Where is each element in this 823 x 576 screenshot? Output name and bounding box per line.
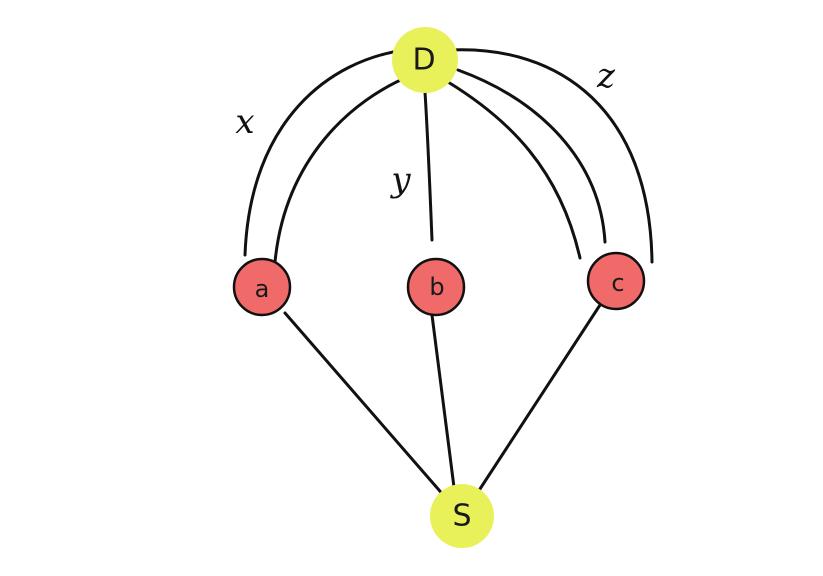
edge-label-x: x [235,102,254,142]
node-a: a [232,257,292,317]
edge-d-c-2 [456,68,607,244]
node-s-circle [430,484,494,548]
node-d-circle [392,27,458,93]
node-d-label: D [412,43,435,78]
edge-d-c-3 [448,48,654,264]
edge-d-b [423,90,434,242]
node-c-circle [586,251,646,311]
node-c-label: c [611,269,624,297]
edge-a-s [283,311,454,507]
node-s-label: S [452,499,471,534]
edge-d-c-1 [446,80,582,260]
edge-label-z: z [596,56,616,96]
edge-c-s [476,303,602,494]
node-a-circle [232,257,292,317]
node-s: S [430,484,494,548]
node-a-label: a [255,275,270,303]
edge-label-y: y [389,160,411,200]
edge-d-a-outer [243,48,407,257]
node-c: c [586,251,646,311]
node-b-label: b [429,273,444,301]
edge-b-s [430,313,457,497]
node-b-circle [406,257,466,317]
node-b: b [406,257,466,317]
edge-d-a-inner [273,73,414,264]
node-d: D [392,27,458,93]
